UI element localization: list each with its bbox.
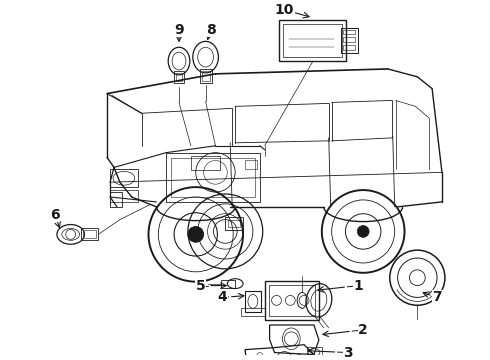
Bar [343,37,355,42]
Bar [225,217,243,230]
Bar [110,192,122,207]
Bar [341,28,358,53]
Bar [82,230,97,238]
Text: 7: 7 [432,291,442,305]
Bar [176,73,182,81]
Bar [228,220,240,228]
Bar [241,308,265,316]
Circle shape [357,225,369,237]
Bar [265,281,319,320]
Bar [279,20,346,61]
Bar [80,229,98,240]
Text: 3: 3 [343,346,353,360]
Bar [283,24,343,57]
Text: 4: 4 [218,291,227,305]
Text: 8: 8 [206,23,216,37]
Text: 6: 6 [50,208,60,222]
Text: 2: 2 [358,323,368,337]
Text: 10: 10 [275,3,294,17]
Text: 5: 5 [196,279,206,293]
Text: 1: 1 [353,279,363,293]
Bar [245,159,257,170]
Circle shape [188,226,204,242]
Bar [245,291,261,312]
Bar [110,190,138,202]
Bar [166,153,260,202]
Bar [202,71,210,81]
Bar [343,45,355,50]
Bar [221,280,235,288]
Bar [269,285,315,316]
Bar [171,158,255,197]
Bar [200,69,212,83]
Text: 9: 9 [174,23,184,37]
Bar [343,30,355,35]
Bar [174,71,184,83]
Bar [307,347,322,359]
Bar [191,156,220,170]
Bar [110,170,138,187]
